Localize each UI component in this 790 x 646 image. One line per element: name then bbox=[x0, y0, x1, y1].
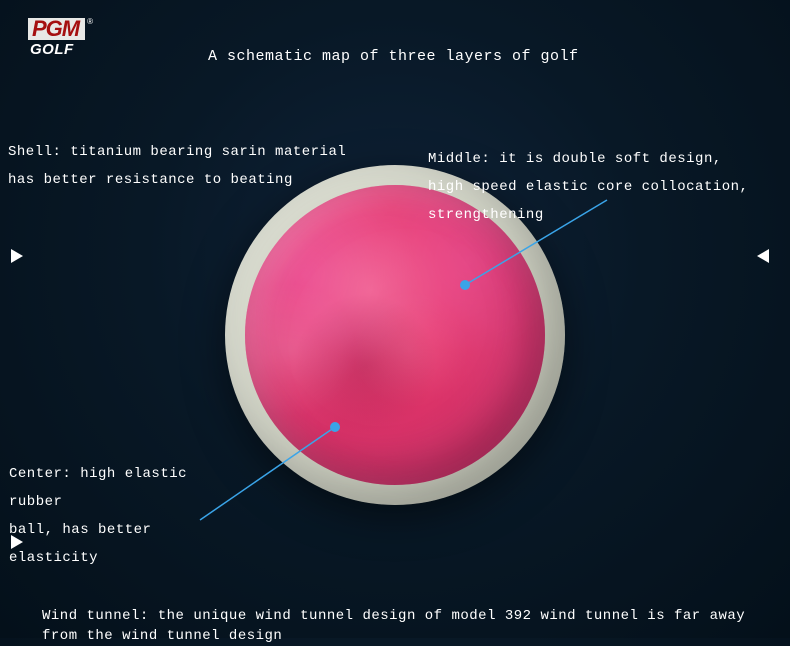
callout-dot-middle bbox=[460, 280, 470, 290]
arrow-center-icon bbox=[11, 535, 23, 549]
callout-shell-line1: Shell: titanium bearing sarin material bbox=[8, 138, 408, 166]
ball-core bbox=[245, 185, 545, 485]
callout-center: Center: high elastic rubber ball, has be… bbox=[9, 460, 249, 572]
arrow-shell-icon bbox=[11, 249, 23, 263]
callout-wind-tunnel: Wind tunnel: the unique wind tunnel desi… bbox=[42, 606, 782, 646]
callout-shell-line2: has better resistance to beating bbox=[8, 166, 408, 194]
callout-wind-text: Wind tunnel: the unique wind tunnel desi… bbox=[42, 608, 745, 644]
callout-middle-line2: high speed elastic core collocation, str… bbox=[428, 173, 788, 229]
callout-shell: Shell: titanium bearing sarin material h… bbox=[8, 138, 408, 194]
callout-dot-center bbox=[330, 422, 340, 432]
page-title: A schematic map of three layers of golf bbox=[208, 48, 579, 65]
callout-center-line1: Center: high elastic rubber bbox=[9, 460, 249, 516]
arrow-middle-icon bbox=[757, 249, 769, 263]
callout-center-line2: ball, has better elasticity bbox=[9, 516, 249, 572]
callout-middle: Middle: it is double soft design, high s… bbox=[428, 145, 788, 229]
brand-tm: ® bbox=[87, 17, 93, 26]
brand-logo-sub: GOLF bbox=[30, 41, 91, 58]
callout-middle-line1: Middle: it is double soft design, bbox=[428, 145, 788, 173]
brand-logo: PGM® GOLF bbox=[28, 18, 91, 58]
brand-logo-text: PGM bbox=[28, 18, 85, 40]
